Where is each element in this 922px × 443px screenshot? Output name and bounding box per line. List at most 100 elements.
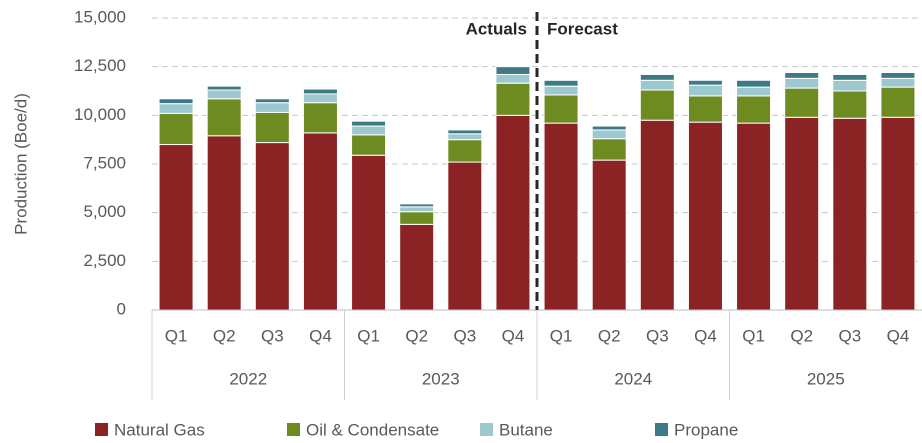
bar-segment [591,138,627,161]
bar-segment [399,203,435,208]
bar-segment [880,116,916,311]
bar-segment [447,161,483,311]
bar-segment [302,132,338,311]
legend-label: Propane [674,420,738,439]
bar-segment [880,77,916,88]
bar-segment [351,154,387,311]
bar-segment [591,129,627,140]
bar-segment [351,134,387,156]
bar-segment [254,142,290,311]
bar-segment [399,211,435,225]
bar-segment [254,102,290,113]
bar-segment [351,125,387,136]
bar-segment [784,72,820,79]
bar-segment [158,112,194,146]
bar-segment [736,86,772,97]
bar-segment [206,98,242,137]
bar-segment [784,87,820,118]
bar-segment [206,135,242,311]
y-axis-label: Production (Boe/d) [11,93,30,235]
bar-segment [495,66,531,75]
y-tick-label: 15,000 [74,7,126,26]
bar-segment [832,90,868,119]
x-tick-label: Q2 [213,326,236,345]
bar-segment [447,139,483,163]
bar-segment [447,133,483,141]
bar-segment [687,121,723,311]
x-tick-label: Q1 [550,326,573,345]
bar-segment [832,79,868,92]
bar-segment [254,111,290,144]
bar-segment [832,73,868,81]
legend-label: Oil & Condensate [306,420,439,439]
legend-label: Butane [499,420,553,439]
bar-segment [495,82,531,116]
bar-segment [880,86,916,118]
bar-segment [158,98,194,105]
bar-segment [687,84,723,97]
legend-swatch [287,423,300,436]
x-tick-label: Q1 [742,326,765,345]
bar-segment [158,103,194,114]
bar-segment [399,223,435,311]
bar-segment [399,206,435,213]
bar-segment [543,94,579,124]
y-tick-label: 2,500 [83,251,126,270]
bar-segment [206,85,242,91]
bar-segment [832,117,868,311]
legend-swatch [655,423,668,436]
x-tick-label: Q3 [838,326,861,345]
annotation: Actuals [466,19,527,38]
group-label: 2023 [422,369,460,388]
bar-segment [206,89,242,100]
bar-segment [302,93,338,104]
bar-segment [639,79,675,91]
bar-segment [351,120,387,127]
x-tick-label: Q2 [790,326,813,345]
bar-segment [784,116,820,311]
bar-segment [736,79,772,88]
y-tick-label: 12,500 [74,56,126,75]
bar-segment [302,102,338,134]
legend-label: Natural Gas [114,420,205,439]
y-tick-label: 0 [117,299,126,318]
x-tick-label: Q1 [357,326,380,345]
bar-segment [495,114,531,311]
x-tick-label: Q2 [405,326,428,345]
bar-segment [639,73,675,81]
x-tick-label: Q3 [646,326,669,345]
x-tick-label: Q4 [502,326,525,345]
bar-segment [639,119,675,311]
x-tick-label: Q2 [598,326,621,345]
bar-segment [880,72,916,79]
y-tick-label: 5,000 [83,202,126,221]
x-tick-label: Q4 [309,326,332,345]
bar-segment [495,73,531,84]
group-label: 2025 [807,369,845,388]
x-tick-label: Q4 [887,326,910,345]
bar-segment [736,95,772,124]
annotation: Forecast [547,19,618,38]
bar-segment [639,89,675,121]
bar-segment [543,79,579,87]
bar-segment [736,122,772,311]
legend-swatch [95,423,108,436]
bar-segment [687,95,723,123]
x-tick-label: Q4 [694,326,717,345]
bar-segment [543,85,579,96]
group-label: 2022 [229,369,267,388]
bar-segment [687,79,723,86]
y-tick-label: 10,000 [74,105,126,124]
bar-segment [447,129,483,135]
bar-segment [784,77,820,89]
x-tick-label: Q1 [165,326,188,345]
bar-segment [591,159,627,311]
x-tick-label: Q3 [453,326,476,345]
bar-segment [158,144,194,311]
y-tick-label: 7,500 [83,153,126,172]
bar-segment [302,88,338,95]
bar-segment [543,122,579,311]
x-tick-label: Q3 [261,326,284,345]
bar-segment [591,125,627,131]
